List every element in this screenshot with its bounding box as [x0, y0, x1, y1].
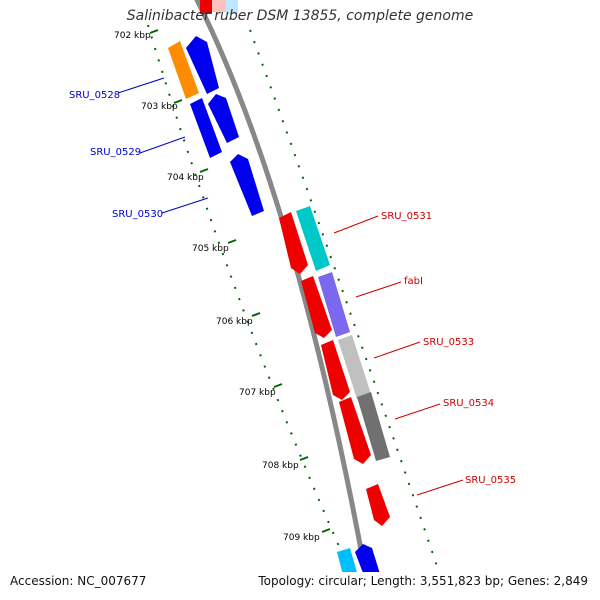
gene-feature-fabi — [318, 272, 350, 337]
gene-feature-sru0531 — [279, 212, 308, 274]
gene-feature-sru0534-red — [339, 397, 371, 464]
gene-feature-fabi-red — [301, 276, 332, 338]
gene-feature-teal — [296, 206, 330, 271]
tick-mark — [273, 383, 283, 388]
callout-line-sru0528 — [117, 77, 165, 94]
gene-feature-sru0534 — [357, 392, 390, 461]
gene-feature-sru0533 — [338, 335, 371, 399]
gene-feature-sru0528 — [186, 36, 219, 94]
callout-line-sru0535 — [416, 479, 464, 496]
gene-label-sru0529: SRU_0529 — [90, 147, 141, 158]
gene-label-sru0534: SRU_0534 — [443, 398, 494, 409]
tick-mark — [227, 239, 237, 244]
accession-text: Accession: NC_007677 — [10, 574, 147, 588]
gene-feature-sru0533-red — [321, 340, 350, 400]
tick-label: 707 kbp — [239, 388, 276, 398]
gene-label-sru0528: SRU_0528 — [69, 90, 120, 101]
callout-line-fabi — [355, 281, 402, 298]
gene-label-sru0531: SRU_0531 — [381, 211, 432, 222]
map-title: Salinibacter ruber DSM 13855, complete g… — [126, 8, 474, 24]
callout-line-sru0533 — [373, 341, 421, 359]
callout-line-sru0531 — [333, 215, 379, 234]
gene-label-sru0530: SRU_0530 — [112, 209, 163, 220]
gene-feature-orange — [168, 41, 199, 99]
tick-label: 708 kbp — [262, 461, 299, 471]
tick-label: 709 kbp — [283, 533, 320, 543]
gene-feature-sru0530 — [230, 154, 264, 216]
tick-mark — [173, 99, 183, 104]
genome-summary-text: Topology: circular; Length: 3,551,823 bp… — [258, 574, 588, 588]
tick-label: 702 kbp — [114, 31, 151, 41]
tick-label: 703 kbp — [141, 102, 178, 112]
outer-dotted-ring — [249, 29, 441, 572]
gene-feature-bottom-cyan — [337, 548, 357, 572]
tick-label: 706 kbp — [216, 317, 253, 327]
gene-label-sru0535: SRU_0535 — [465, 475, 516, 486]
gene-feature-bottom-blue — [355, 544, 380, 572]
callout-line-sru0529 — [139, 136, 186, 154]
gene-feature-sru0529b — [208, 94, 239, 143]
tick-label: 704 kbp — [167, 173, 204, 183]
genome-backbone — [194, 0, 368, 572]
gene-feature-top-pink — [212, 0, 226, 12]
gene-label-sru0533: SRU_0533 — [423, 337, 474, 348]
tick-mark — [149, 29, 159, 34]
callout-line-sru0534 — [394, 403, 441, 420]
tick-mark — [299, 456, 309, 461]
tick-mark — [251, 312, 261, 317]
tick-mark — [199, 168, 209, 173]
gene-feature-sru0535 — [366, 484, 390, 526]
callout-line-sru0530 — [161, 197, 209, 214]
gene-feature-sru0529 — [190, 98, 222, 158]
gene-label-fabi: fabI — [404, 276, 423, 287]
tick-mark — [321, 528, 331, 533]
gene-feature-top-red — [200, 0, 212, 14]
gene-feature-top-blue — [226, 0, 238, 14]
tick-label: 705 kbp — [192, 244, 229, 254]
